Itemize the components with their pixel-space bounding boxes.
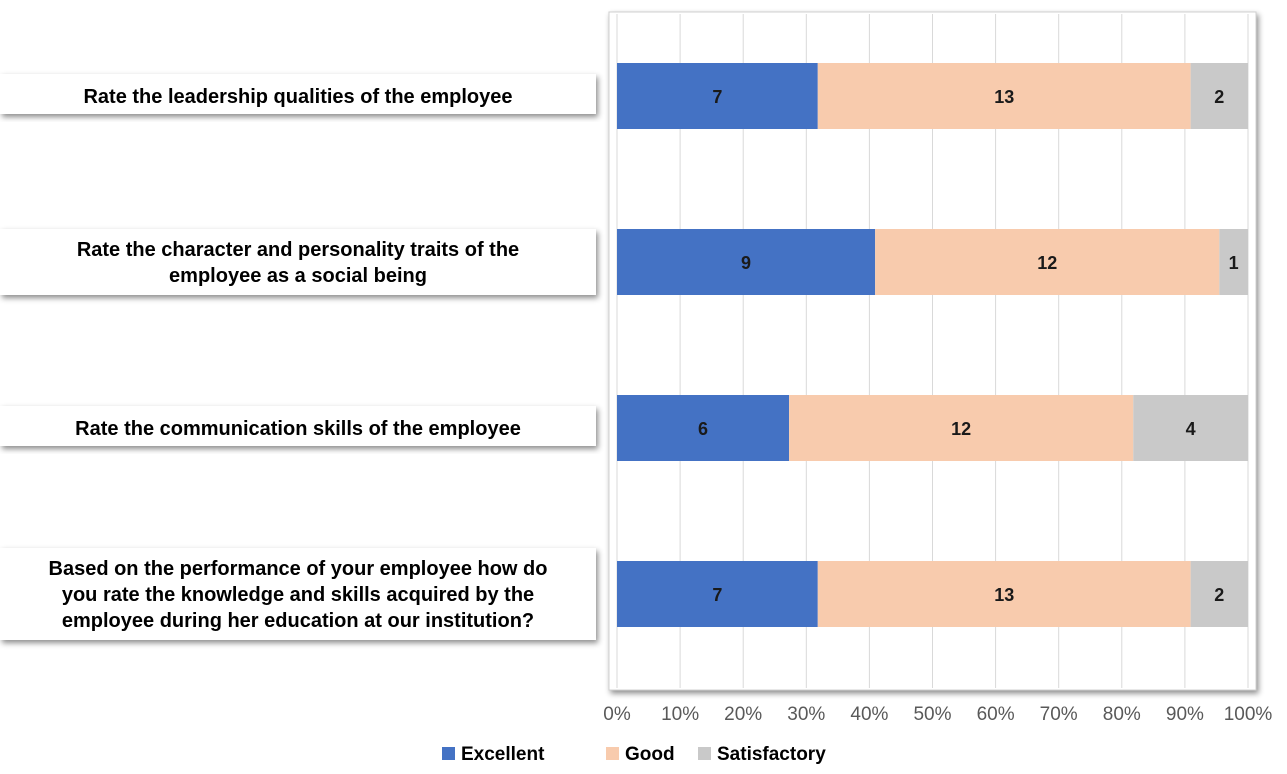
bar-segment-good (817, 63, 1191, 129)
category-label-line: Rate the leadership qualities of the emp… (83, 86, 512, 108)
category-label-box (0, 548, 596, 640)
bar-segment-good (817, 561, 1191, 627)
x-tick-label: 80% (1103, 704, 1141, 725)
x-tick-label: 70% (1040, 704, 1078, 725)
category-label-line: employee as a social being (169, 265, 427, 287)
bar-segment-satisfactory (1133, 395, 1248, 461)
category-label: Rate the character and personality trait… (0, 229, 596, 295)
category-label: Based on the performance of your employe… (0, 548, 596, 640)
data-label: 4 (1186, 419, 1196, 439)
legend-label: Good (625, 744, 675, 765)
x-tick-label: 50% (913, 704, 951, 725)
data-label: 12 (1037, 253, 1057, 273)
data-label: 7 (712, 87, 722, 107)
category-label: Rate the leadership qualities of the emp… (0, 74, 596, 114)
bar-segment-satisfactory (1190, 63, 1248, 129)
category-label: Rate the communication skills of the emp… (0, 406, 596, 446)
x-tick-label: 0% (603, 704, 631, 725)
category-label-box (0, 74, 596, 114)
bar-segment-good (789, 395, 1134, 461)
data-label: 7 (712, 585, 722, 605)
data-label: 2 (1214, 87, 1224, 107)
bar-segment-excellent (617, 63, 818, 129)
legend-swatch (698, 747, 711, 760)
category-label-line: you rate the knowledge and skills acquir… (62, 584, 534, 606)
bar-segment-excellent (617, 395, 790, 461)
legend-item-good: Good (606, 744, 675, 765)
data-label: 2 (1214, 585, 1224, 605)
x-tick-label: 30% (787, 704, 825, 725)
category-label-line: Rate the communication skills of the emp… (75, 418, 521, 440)
legend-item-satisfactory: Satisfactory (698, 744, 826, 765)
data-label: 13 (994, 585, 1014, 605)
x-tick-label: 100% (1224, 704, 1273, 725)
data-label: 13 (994, 87, 1014, 107)
legend-item-excellent: Excellent (442, 744, 545, 765)
bar-segment-good (875, 229, 1220, 295)
bar-segment-excellent (617, 229, 876, 295)
bar-segment-satisfactory (1219, 229, 1248, 295)
x-axis-tick-labels: 0% 10% 20% 30% 40% 50% 60% 70% 80% 90% 100% (603, 704, 1272, 725)
data-label: 9 (741, 253, 751, 273)
category-label-line: Rate the character and personality trait… (77, 239, 519, 261)
data-label: 12 (951, 419, 971, 439)
x-tick-label: 90% (1166, 704, 1204, 725)
bar-segment-satisfactory (1190, 561, 1248, 627)
category-labels: Rate the leadership qualities of the emp… (0, 74, 596, 640)
bar-segment-excellent (617, 561, 818, 627)
legend-label: Excellent (461, 744, 545, 765)
legend-swatch (606, 747, 619, 760)
category-label-line: Based on the performance of your employe… (49, 558, 548, 580)
legend-swatch (442, 747, 455, 760)
legend: Excellent Good Satisfactory (442, 744, 826, 765)
x-tick-label: 10% (661, 704, 699, 725)
x-tick-label: 60% (977, 704, 1015, 725)
data-label: 6 (698, 419, 708, 439)
category-label-box (0, 406, 596, 446)
data-label: 1 (1229, 253, 1239, 273)
x-tick-label: 20% (724, 704, 762, 725)
bar-segments (617, 63, 1248, 627)
x-tick-label: 40% (850, 704, 888, 725)
data-labels: 7 13 2 9 12 1 6 12 4 7 13 2 (698, 87, 1239, 605)
category-label-box (0, 229, 596, 295)
category-label-line: employee during her education at our ins… (62, 610, 534, 632)
legend-label: Satisfactory (717, 744, 826, 765)
